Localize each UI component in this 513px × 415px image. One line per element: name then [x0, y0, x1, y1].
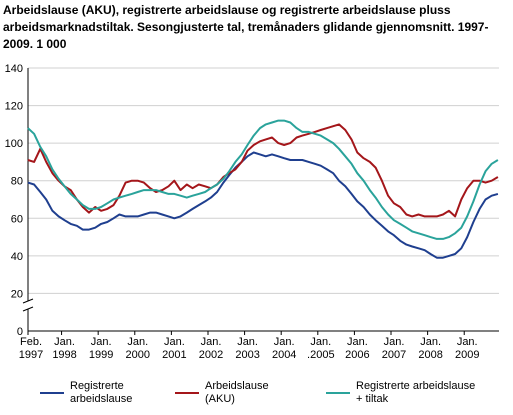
- x-tick-label: Jan.: [127, 336, 148, 348]
- y-tick-label: 40: [11, 251, 23, 263]
- y-tick-label: 120: [5, 101, 23, 113]
- legend-label: (AKU): [205, 393, 235, 405]
- x-tick-label: 2007: [382, 349, 406, 361]
- x-tick-label: 1999: [89, 349, 113, 361]
- x-tick-label: 2009: [455, 349, 479, 361]
- x-tick-label: 2000: [126, 349, 150, 361]
- x-tick-label: Jan.: [164, 336, 185, 348]
- legend-label: Registrerte arbeidslause: [356, 380, 475, 392]
- y-tick-label: 140: [5, 63, 23, 75]
- y-tick-label: 20: [11, 288, 23, 300]
- legend-label: Registrerte: [70, 380, 124, 392]
- x-tick-label: Jan.: [54, 336, 75, 348]
- x-tick-label: Jan.: [237, 336, 258, 348]
- x-tick-label: Feb.: [20, 336, 42, 348]
- x-tick-label: Jan.: [274, 336, 295, 348]
- x-tick-label: .2005: [307, 349, 335, 361]
- x-tick-label: 1997: [19, 349, 43, 361]
- x-tick-label: 2002: [199, 349, 223, 361]
- y-tick-label: 60: [11, 213, 23, 225]
- x-tick-label: 2008: [418, 349, 442, 361]
- axis-break-mark: [22, 298, 34, 304]
- y-tick-label: 0: [17, 326, 23, 338]
- x-tick-label: Jan.: [384, 336, 405, 348]
- legend-label: Arbeidslause: [205, 380, 269, 392]
- x-tick-label: 2006: [345, 349, 369, 361]
- series-line-1: [27, 151, 499, 259]
- series-line-2: [27, 123, 499, 218]
- x-tick-label: 2001: [162, 349, 186, 361]
- x-tick-label: Jan.: [310, 336, 331, 348]
- x-tick-label: Jan.: [420, 336, 441, 348]
- x-tick-label: Jan.: [347, 336, 368, 348]
- series-line-3: [27, 119, 499, 240]
- axis-break-mark: [22, 306, 34, 312]
- x-tick-label: Jan.: [457, 336, 478, 348]
- legend-label: arbeidslause: [70, 393, 132, 405]
- x-tick-label: Jan.: [201, 336, 222, 348]
- x-tick-label: 1998: [52, 349, 76, 361]
- x-tick-label: 2004: [272, 349, 296, 361]
- y-tick-label: 100: [5, 138, 23, 150]
- x-tick-label: Jan.: [91, 336, 112, 348]
- legend-label: + tiltak: [356, 393, 389, 405]
- chart-title: Arbeidslause (AKU), registrerte arbeidsl…: [3, 3, 489, 51]
- x-tick-label: 2003: [235, 349, 259, 361]
- y-tick-label: 80: [11, 176, 23, 188]
